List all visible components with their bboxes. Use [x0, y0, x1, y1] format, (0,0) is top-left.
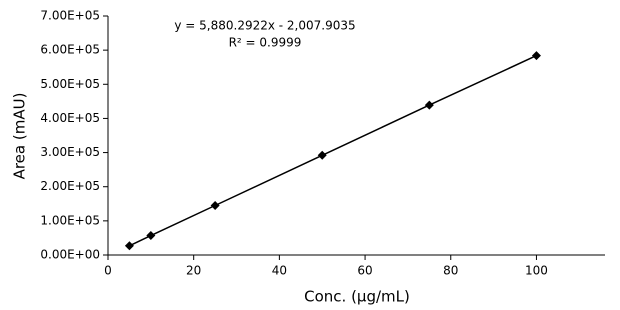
- x-tick-label: 60: [357, 264, 372, 278]
- marker: [210, 200, 220, 210]
- y-tick-label: 5.00E+05: [40, 77, 100, 91]
- x-tick-label: 0: [104, 264, 112, 278]
- y-axis-title: Area (mAU): [11, 93, 29, 180]
- y-tick-label: 4.00E+05: [40, 111, 100, 125]
- y-tick-label: 0.00E+00: [40, 248, 100, 262]
- equation: y = 5,880.2922x - 2,007.9035: [174, 19, 355, 33]
- marker: [146, 231, 156, 241]
- y-tick-label: 6.00E+05: [40, 43, 100, 57]
- x-tick-label: 100: [525, 264, 548, 278]
- y-tick-label: 2.00E+05: [40, 179, 100, 193]
- y-tick-label: 7.00E+05: [40, 9, 100, 23]
- marker: [531, 51, 541, 61]
- marker: [317, 150, 327, 160]
- marker: [124, 241, 134, 251]
- y-tick-label: 3.00E+05: [40, 145, 100, 159]
- x-axis-title: Conc. (µg/mL): [304, 288, 410, 306]
- marker: [424, 100, 434, 110]
- x-tick-label: 20: [186, 264, 201, 278]
- fit-line: [129, 54, 537, 247]
- x-tick-label: 40: [272, 264, 287, 278]
- x-tick-label: 80: [443, 264, 458, 278]
- y-tick-label: 1.00E+05: [40, 213, 100, 227]
- r-squared: R² = 0.9999: [229, 36, 302, 50]
